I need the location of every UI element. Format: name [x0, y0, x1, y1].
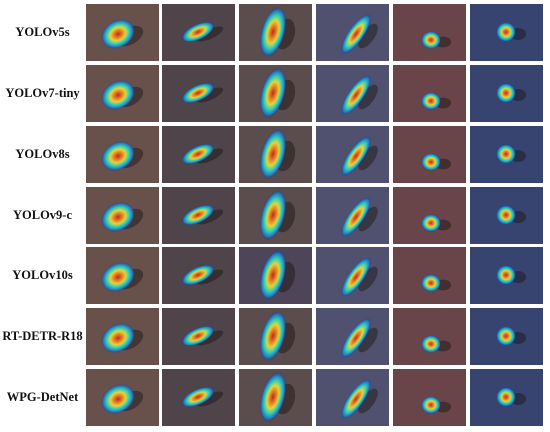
- heatmap-image: [470, 187, 543, 244]
- model-label: YOLOv5s: [15, 25, 70, 39]
- heatmap-tile: [239, 4, 312, 61]
- heatmap-image: [393, 187, 466, 244]
- heatmap-image: [316, 65, 389, 122]
- heatmap-tile: [162, 4, 235, 61]
- heatmap-image: [393, 126, 466, 183]
- model-label: YOLOv10s: [12, 268, 73, 282]
- heatmap-tile: [393, 126, 466, 183]
- row-wpg-detnet: WPG-DetNet: [0, 369, 550, 426]
- heatmap-tile: [162, 308, 235, 365]
- model-label: WPG-DetNet: [6, 390, 79, 404]
- heatmap-image: [393, 369, 466, 426]
- heatmap-image: [239, 247, 312, 304]
- heatmap-tile: [393, 187, 466, 244]
- heatmap-tile: [470, 65, 543, 122]
- heatmap-image: [393, 4, 466, 61]
- heatmap-tile: [393, 308, 466, 365]
- heatmap-image: [162, 247, 235, 304]
- heatmap-image: [316, 4, 389, 61]
- heatmap-tile: [239, 308, 312, 365]
- heatmap-image: [86, 65, 159, 122]
- heatmap-image: [316, 126, 389, 183]
- heatmap-tile: [470, 187, 543, 244]
- heatmap-image: [162, 4, 235, 61]
- heatmap-tile: [470, 369, 543, 426]
- row-yolov8s: YOLOv8s: [0, 126, 550, 183]
- heatmap-tile: [316, 4, 389, 61]
- heatmap-image: [470, 247, 543, 304]
- heatmap-image: [86, 308, 159, 365]
- heatmap-tile: [239, 369, 312, 426]
- heatmap-tile: [393, 247, 466, 304]
- heatmap-tile: [86, 247, 159, 304]
- heatmap-image: [470, 369, 543, 426]
- heatmap-image: [86, 187, 159, 244]
- heatmap-tile: [86, 369, 159, 426]
- heatmap-tile: [86, 65, 159, 122]
- heatmap-image: [470, 126, 543, 183]
- heatmap-image: [239, 369, 312, 426]
- heatmap-tile: [316, 65, 389, 122]
- heatmap-tile: [316, 308, 389, 365]
- heatmap-image: [162, 308, 235, 365]
- heatmap-image: [470, 4, 543, 61]
- heatmap-tile: [316, 247, 389, 304]
- row-yolov9-c: YOLOv9-c: [0, 187, 550, 244]
- heatmap-image: [86, 247, 159, 304]
- heatmap-image: [470, 308, 543, 365]
- row-rt-detr-r18: RT-DETR-R18: [0, 308, 550, 365]
- heatmap-image: [393, 247, 466, 304]
- heatmap-tile: [162, 126, 235, 183]
- heatmap-image: [316, 369, 389, 426]
- heatmap-tile: [162, 369, 235, 426]
- heatmap-tile: [393, 4, 466, 61]
- heatmap-image: [239, 308, 312, 365]
- model-label: YOLOv7-tiny: [5, 86, 80, 100]
- heatmap-image: [239, 126, 312, 183]
- model-label: YOLOv9-c: [12, 208, 73, 222]
- heatmap-image: [393, 65, 466, 122]
- heatmap-tile: [316, 369, 389, 426]
- heatmap-tile: [393, 369, 466, 426]
- heatmap-tile: [86, 187, 159, 244]
- heatmap-tile: [239, 247, 312, 304]
- heatmap-image: [86, 126, 159, 183]
- heatmap-tile: [239, 187, 312, 244]
- heatmap-tile: [470, 4, 543, 61]
- heatmap-image: [239, 187, 312, 244]
- model-label: RT-DETR-R18: [2, 329, 83, 343]
- heatmap-image: [162, 369, 235, 426]
- heatmap-image: [393, 308, 466, 365]
- heatmap-tile: [470, 126, 543, 183]
- heatmap-tile: [86, 4, 159, 61]
- heatmap-tile: [470, 247, 543, 304]
- heatmap-image: [316, 308, 389, 365]
- heatmap-image: [86, 369, 159, 426]
- heatmap-tile: [162, 247, 235, 304]
- heatmap-tile: [470, 308, 543, 365]
- heatmap-tile: [393, 65, 466, 122]
- model-label: YOLOv8s: [15, 147, 70, 161]
- heatmap-image: [162, 65, 235, 122]
- heatmap-image: [162, 187, 235, 244]
- heatmap-image: [86, 4, 159, 61]
- heatmap-tile: [316, 187, 389, 244]
- heatmap-image: [239, 65, 312, 122]
- heatmap-tile: [239, 126, 312, 183]
- heatmap-tile: [86, 308, 159, 365]
- heatmap-tile: [86, 126, 159, 183]
- heatmap-tile: [162, 65, 235, 122]
- heatmap-image: [239, 4, 312, 61]
- heatmap-image: [316, 247, 389, 304]
- row-yolov7-tiny: YOLOv7-tiny: [0, 65, 550, 122]
- heatmap-tile: [162, 187, 235, 244]
- heatmap-tile: [239, 65, 312, 122]
- heatmap-tile: [316, 126, 389, 183]
- row-yolov10s: YOLOv10s: [0, 247, 550, 304]
- heatmap-image: [316, 187, 389, 244]
- heatmap-image: [162, 126, 235, 183]
- row-yolov5s: YOLOv5s: [0, 4, 550, 61]
- heatmap-image: [470, 65, 543, 122]
